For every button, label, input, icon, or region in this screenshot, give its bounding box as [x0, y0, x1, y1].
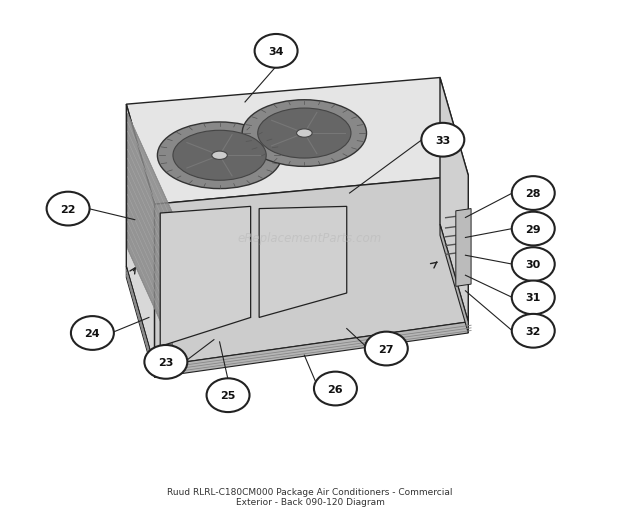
- Polygon shape: [440, 224, 468, 333]
- Text: Ruud RLRL-C180CM000 Package Air Conditioners - Commercial
Exterior - Back 090-12: Ruud RLRL-C180CM000 Package Air Conditio…: [167, 487, 453, 506]
- Text: 30: 30: [526, 260, 541, 270]
- Ellipse shape: [212, 152, 228, 160]
- Text: 32: 32: [526, 326, 541, 336]
- Ellipse shape: [296, 130, 312, 138]
- Circle shape: [255, 35, 298, 69]
- Circle shape: [512, 248, 555, 281]
- Text: 31: 31: [526, 293, 541, 303]
- Circle shape: [144, 345, 187, 379]
- Text: 23: 23: [158, 357, 174, 367]
- Text: 28: 28: [526, 189, 541, 199]
- Polygon shape: [456, 209, 471, 287]
- Polygon shape: [160, 207, 250, 347]
- Circle shape: [512, 314, 555, 348]
- Circle shape: [71, 317, 114, 350]
- Ellipse shape: [258, 109, 351, 159]
- Text: 27: 27: [379, 344, 394, 354]
- Text: 33: 33: [435, 135, 451, 146]
- Circle shape: [206, 379, 249, 412]
- Polygon shape: [154, 176, 468, 366]
- Ellipse shape: [157, 123, 281, 189]
- Polygon shape: [259, 207, 347, 318]
- Polygon shape: [126, 78, 468, 205]
- Ellipse shape: [242, 101, 366, 167]
- Circle shape: [512, 177, 555, 211]
- Circle shape: [512, 281, 555, 315]
- Text: 34: 34: [268, 47, 284, 56]
- Circle shape: [365, 332, 408, 365]
- Text: 26: 26: [327, 384, 343, 394]
- Polygon shape: [154, 322, 468, 378]
- Circle shape: [314, 372, 357, 406]
- Text: 22: 22: [60, 204, 76, 214]
- Polygon shape: [128, 114, 172, 349]
- Circle shape: [46, 192, 89, 226]
- Polygon shape: [126, 267, 154, 378]
- Polygon shape: [126, 105, 154, 366]
- Text: 24: 24: [84, 328, 100, 338]
- Text: eReplacementParts.com: eReplacementParts.com: [238, 232, 382, 244]
- Polygon shape: [440, 78, 468, 322]
- Text: 29: 29: [525, 224, 541, 234]
- Circle shape: [422, 124, 464, 157]
- Circle shape: [512, 212, 555, 246]
- Text: 25: 25: [220, 390, 236, 401]
- Ellipse shape: [173, 131, 266, 181]
